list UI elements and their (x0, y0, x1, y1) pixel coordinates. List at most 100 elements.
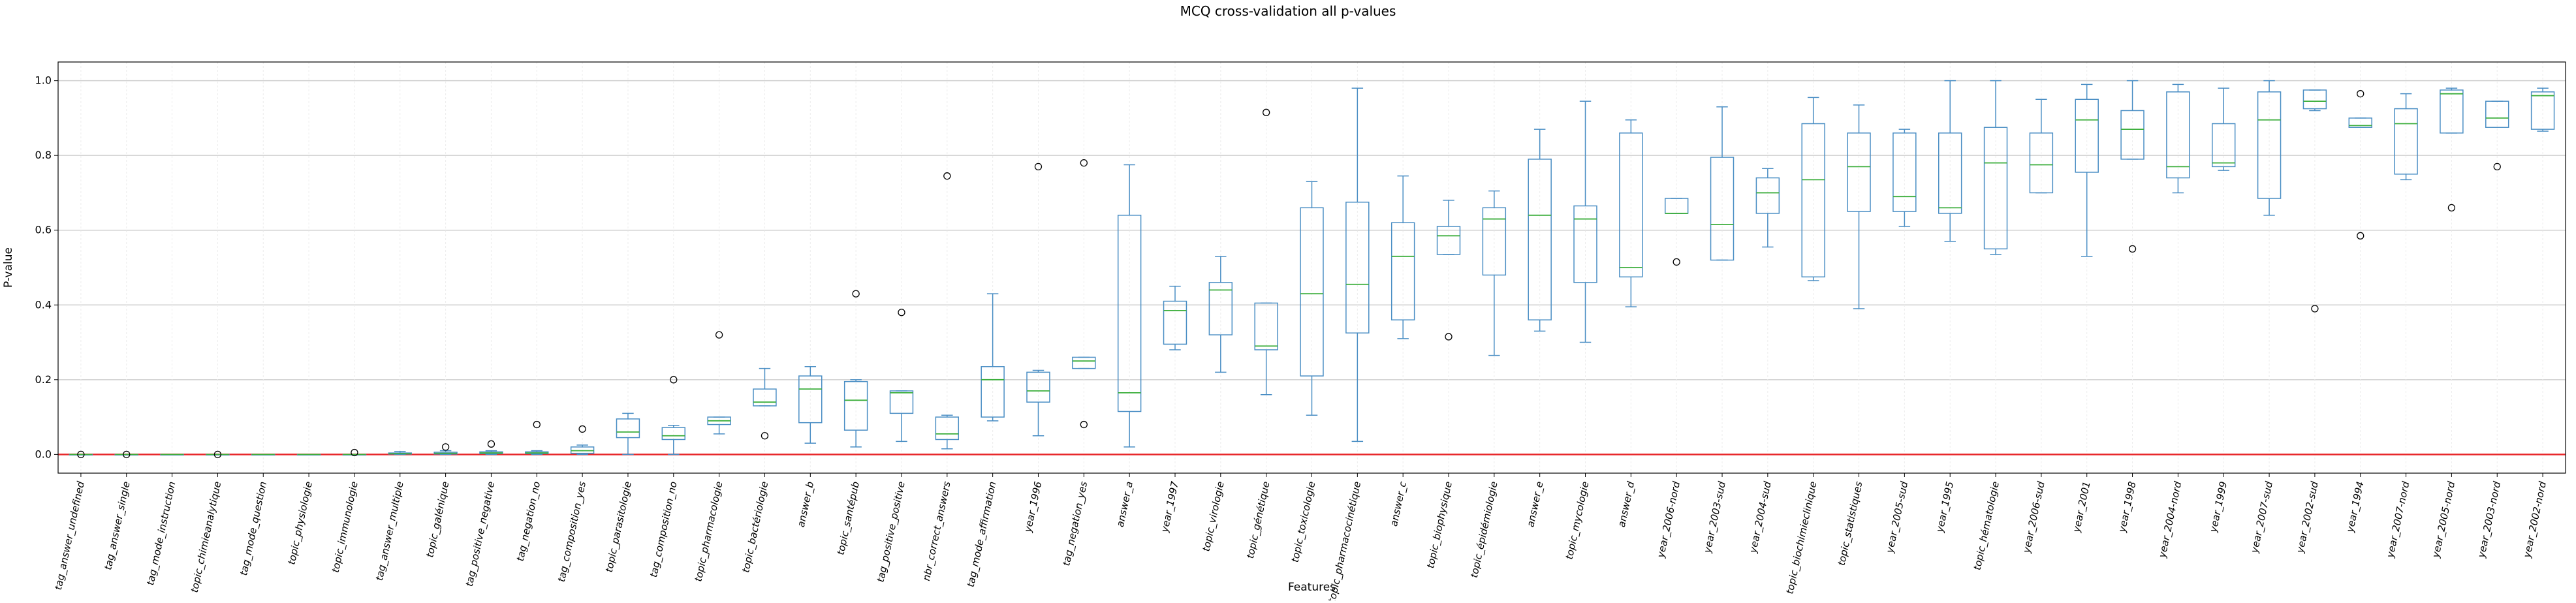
box-answer_a (1117, 164, 1142, 448)
x-tick-label: topic_biochimieclinique (1783, 480, 1819, 595)
box-topic_génétique (1254, 108, 1278, 395)
x-tick-label: topic_génétique (1244, 480, 1273, 560)
flier-point (351, 448, 358, 457)
box-iqr (2029, 132, 2054, 194)
flier-point (2447, 204, 2456, 212)
box-year_2003-nord (2485, 100, 2509, 171)
box-iqr (1938, 132, 1962, 214)
x-tick-label: topic_toxicologie (1289, 480, 1319, 563)
x-tick-label: tag_positive_negative (463, 480, 498, 587)
box-iqr (2075, 99, 2099, 173)
x-tick-label: year_2006-nord (1655, 480, 1684, 560)
flier-point (213, 450, 222, 459)
box-iqr (798, 375, 823, 424)
x-tick-label: year_2002-nord (2521, 480, 2549, 560)
box-year_1999 (2212, 87, 2236, 171)
box-year_2006-sud (2029, 99, 2054, 194)
x-tick-label: year_2004-nord (2156, 480, 2185, 560)
box-iqr (1801, 123, 1825, 278)
box-iqr (1755, 177, 1780, 214)
box-iqr (1390, 222, 1415, 320)
box-iqr (1893, 132, 1917, 212)
flier-point (2128, 245, 2137, 253)
x-tick-label: topic_santépub (835, 480, 862, 556)
box-iqr (1072, 356, 1096, 369)
box-topic_biochimieclinique (1801, 97, 1825, 281)
box-iqr (2212, 123, 2236, 168)
box-tag_mode_affirmation (981, 293, 1005, 422)
y-tick-layer: 0.0 0.2 0.4 0.6 0.8 1.0 (35, 74, 58, 460)
x-tick-label: year_2007-sud (2248, 480, 2276, 555)
box-topic_bactériologie (753, 367, 777, 440)
box-iqr (935, 416, 960, 441)
box-topic_biophysique (1436, 200, 1461, 341)
x-tick-label: tag_answer_multiple (373, 480, 407, 582)
box-answer_e (1528, 129, 1552, 332)
x-tick-label: tag_answer_undefined (52, 480, 87, 591)
x-axis-title: Features (1288, 581, 1336, 594)
box-iqr (1619, 132, 1643, 278)
flier-point (123, 450, 131, 459)
box-answer_d (1619, 119, 1643, 307)
box-iqr (616, 418, 640, 439)
flier-point (1080, 159, 1088, 167)
box-iqr (1573, 205, 1597, 283)
x-tick-label: topic_biophysique (1424, 480, 1455, 570)
x-tick-label: year_1994 (2344, 480, 2366, 534)
box-year_2004-nord (2166, 84, 2190, 194)
box-year_2007-sud (2257, 80, 2282, 216)
x-tick-label: year_1997 (1159, 480, 1182, 534)
x-tick-label: year_2003-sud (1701, 480, 1729, 555)
box-iqr (2530, 91, 2555, 130)
x-tick-label: year_1995 (1934, 480, 1956, 534)
plot-frame (57, 61, 2566, 474)
flier-point (2357, 232, 2364, 240)
box-iqr (2394, 108, 2418, 175)
box-topic_chimieanalytique (206, 450, 230, 459)
x-tick-label: year_1998 (2116, 480, 2139, 534)
box-iqr (1208, 282, 1233, 335)
flier-point (761, 432, 769, 440)
box-layer (69, 80, 2555, 459)
y-tick-label: 0.6 (35, 224, 52, 236)
x-tick-label: answer_e (1524, 480, 1546, 528)
x-tick-label: topic_épidémiologie (1468, 480, 1501, 579)
box-year_2003-sud (1710, 106, 1735, 261)
x-tick-label: tag_mode_question (238, 480, 270, 577)
x-tick-label: year_1999 (2207, 480, 2230, 534)
x-tick-label: topic_galénique (424, 480, 452, 559)
box-tag_answer_single (114, 450, 138, 459)
y-tick-label: 0.8 (35, 149, 52, 161)
y-axis-title: P-value (2, 247, 15, 288)
x-tick-label: topic_pharmacologie (692, 480, 725, 583)
box-year_1995 (1938, 80, 1962, 242)
box-iqr (843, 380, 868, 431)
box-year_2006-nord (1664, 198, 1689, 266)
x-tick-label: topic_statistiques (1836, 480, 1866, 567)
box-year_1997 (1163, 285, 1187, 350)
box-topic_galénique (433, 443, 458, 456)
box-tag_mode_instruction (160, 454, 184, 456)
box-topic_virologie (1208, 256, 1233, 373)
y-tick-label: 1.0 (35, 74, 52, 87)
flier-point (1080, 420, 1088, 429)
box-iqr (1026, 371, 1050, 403)
box-iqr (1482, 207, 1507, 276)
box-year_2002-sud (2302, 89, 2327, 313)
box-iqr (1528, 159, 1552, 320)
flier-point (2311, 305, 2319, 313)
flier-point (1263, 108, 1270, 116)
box-iqr (1847, 132, 1871, 212)
x-tick-label: year_2002-sud (2294, 480, 2321, 555)
flier-point (1673, 258, 1680, 266)
box-nbr_correct_answers (935, 172, 960, 450)
flier-point (487, 440, 495, 448)
box-year_2005-nord (2440, 87, 2464, 212)
box-iqr (2302, 89, 2327, 110)
x-tick-label: topic_hématologie (1971, 480, 2002, 571)
box-iqr (889, 390, 914, 414)
box-topic_parasitologie (616, 412, 640, 456)
box-topic_immunologie (342, 448, 367, 457)
